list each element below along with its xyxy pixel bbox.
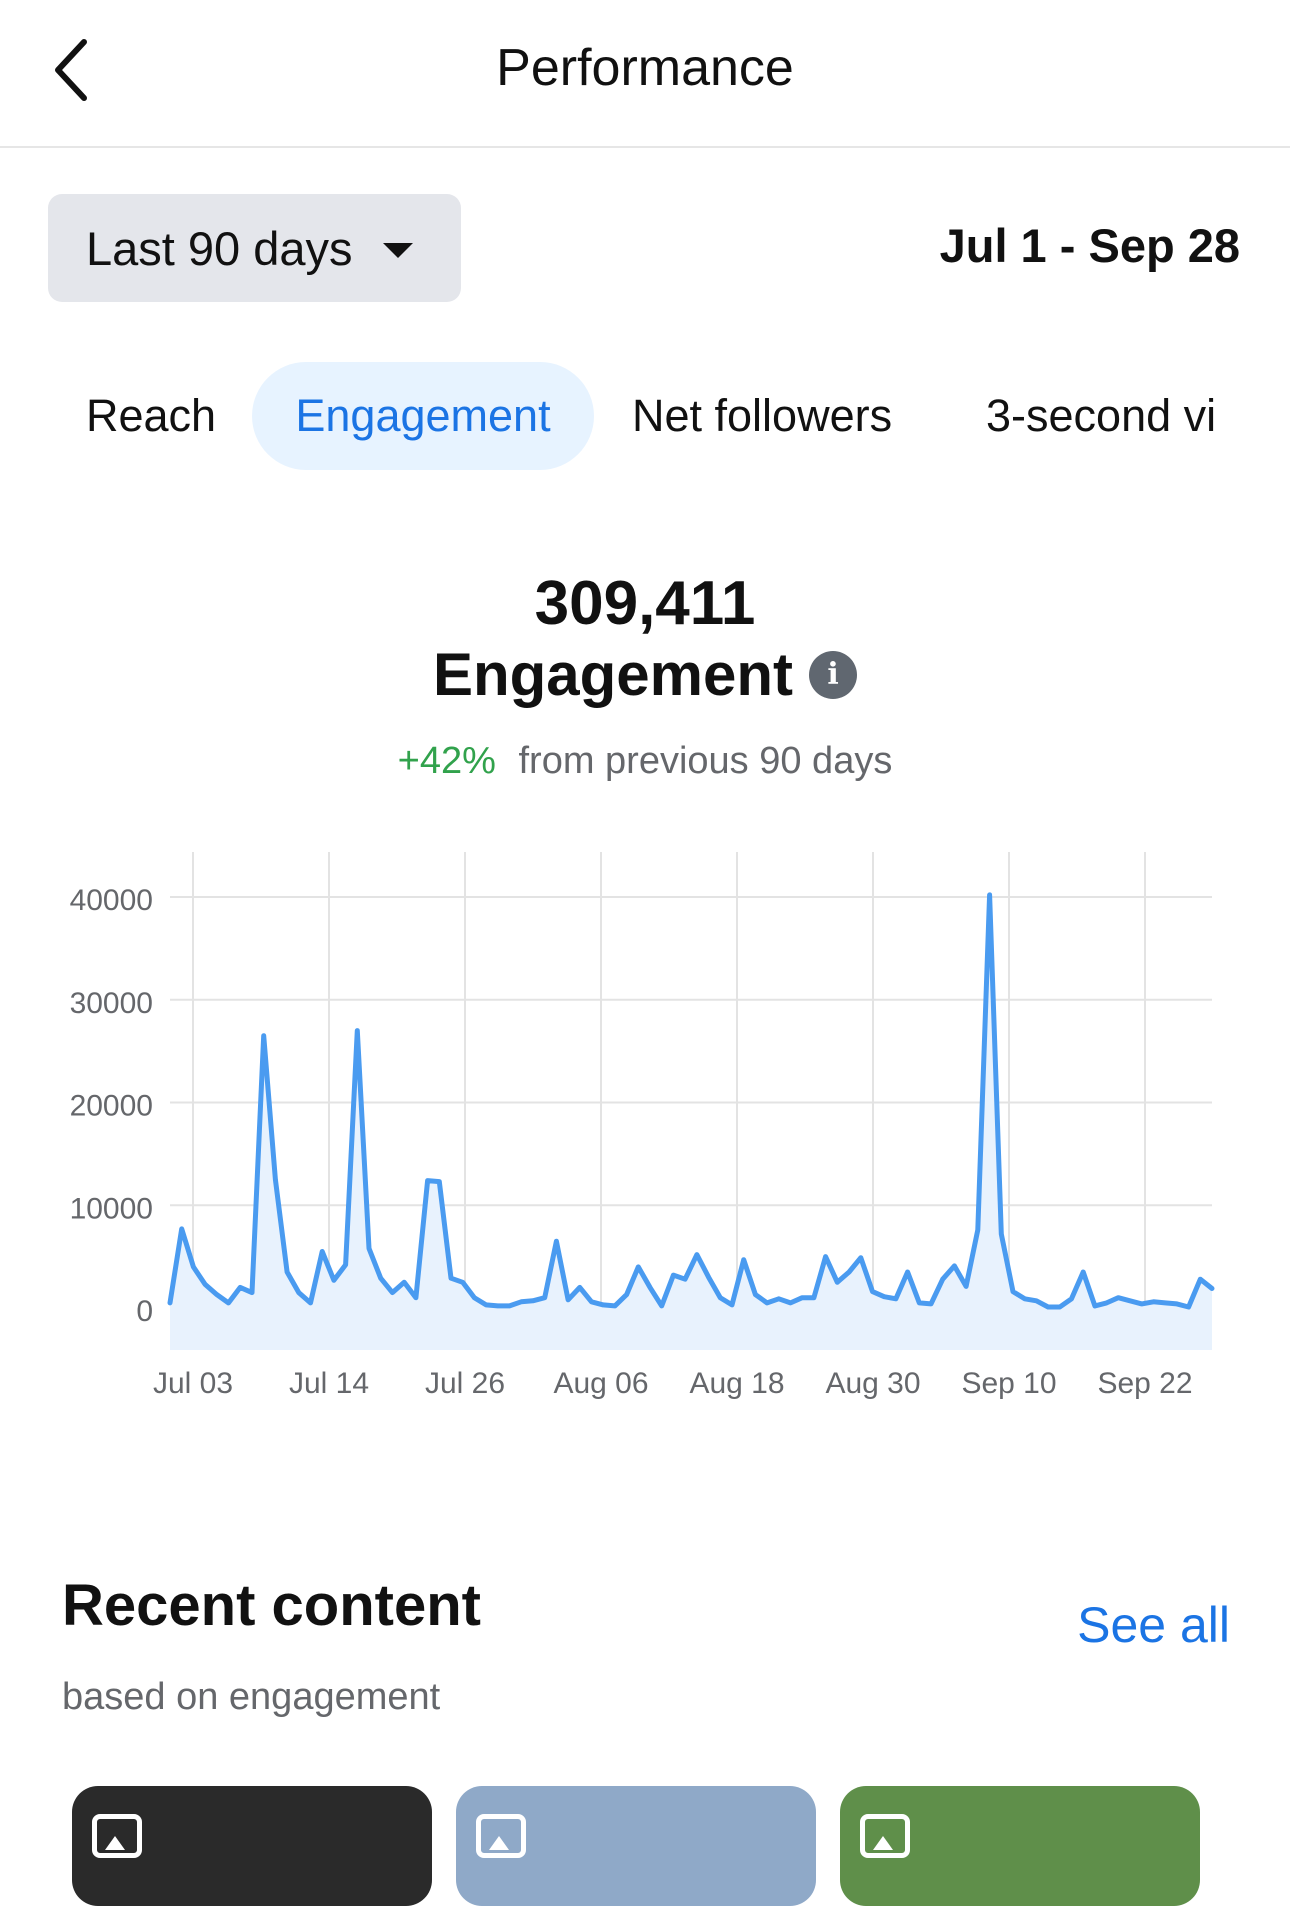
x-tick-label: Jul 14 bbox=[289, 1367, 369, 1400]
series-area bbox=[170, 894, 1212, 1350]
recent-content-title: Recent content bbox=[62, 1573, 481, 1638]
y-tick-label: 20000 bbox=[70, 1090, 153, 1123]
caret-down-icon bbox=[382, 242, 413, 258]
x-tick-label: Sep 10 bbox=[961, 1367, 1056, 1400]
app-header: Performance bbox=[0, 0, 1290, 148]
x-tick-label: Sep 22 bbox=[1097, 1367, 1192, 1400]
info-icon[interactable]: i bbox=[809, 650, 858, 699]
metric-label-row: Engagement i bbox=[0, 640, 1290, 709]
metric-delta: +42% from previous 90 days bbox=[0, 740, 1290, 783]
image-icon bbox=[860, 1814, 910, 1858]
y-tick-label: 30000 bbox=[70, 987, 153, 1020]
y-tick-label: 0 bbox=[136, 1295, 153, 1328]
metric-label: Engagement bbox=[432, 641, 794, 708]
date-range-dropdown[interactable]: Last 90 days bbox=[48, 194, 461, 302]
series-line bbox=[167, 892, 1215, 1310]
delta-percent: +42% bbox=[397, 740, 496, 782]
tab-net-followers[interactable]: Net followers bbox=[632, 390, 893, 441]
tab-3-second-views[interactable]: 3-second vi bbox=[986, 390, 1217, 441]
content-thumbnail[interactable] bbox=[456, 1786, 816, 1906]
x-tick-label: Aug 30 bbox=[825, 1367, 920, 1400]
chevron-left-icon[interactable] bbox=[44, 36, 104, 104]
engagement-chart: 0 10000 20000 30000 40000 Jul 03 Jul 14 Jul 26 A… bbox=[70, 852, 1215, 1400]
tab-engagement[interactable]: Engagement bbox=[252, 362, 594, 470]
x-tick-label: Jul 26 bbox=[425, 1367, 505, 1400]
content-thumbnail[interactable] bbox=[72, 1786, 432, 1906]
y-tick-label: 40000 bbox=[70, 884, 153, 917]
metric-tabs: Reach Engagement Net followers 3-second … bbox=[0, 362, 1240, 470]
x-tick-label: Jul 03 bbox=[153, 1367, 233, 1400]
x-tick-label: Aug 18 bbox=[689, 1367, 784, 1400]
date-range-text: Jul 1 - Sep 28 bbox=[939, 219, 1240, 272]
recent-content-subtitle: based on engagement bbox=[62, 1676, 441, 1718]
page-title: Performance bbox=[496, 39, 794, 97]
tab-reach[interactable]: Reach bbox=[86, 390, 217, 441]
delta-text: from previous 90 days bbox=[518, 740, 893, 782]
y-tick-label: 10000 bbox=[70, 1192, 153, 1225]
image-icon bbox=[92, 1814, 142, 1858]
metric-value: 309,411 bbox=[534, 569, 756, 638]
see-all-link[interactable]: See all bbox=[1077, 1597, 1230, 1653]
x-tick-label: Aug 06 bbox=[553, 1367, 648, 1400]
content-thumbnail[interactable] bbox=[840, 1786, 1200, 1906]
date-range-dropdown-label: Last 90 days bbox=[86, 221, 353, 275]
image-icon bbox=[476, 1814, 526, 1858]
